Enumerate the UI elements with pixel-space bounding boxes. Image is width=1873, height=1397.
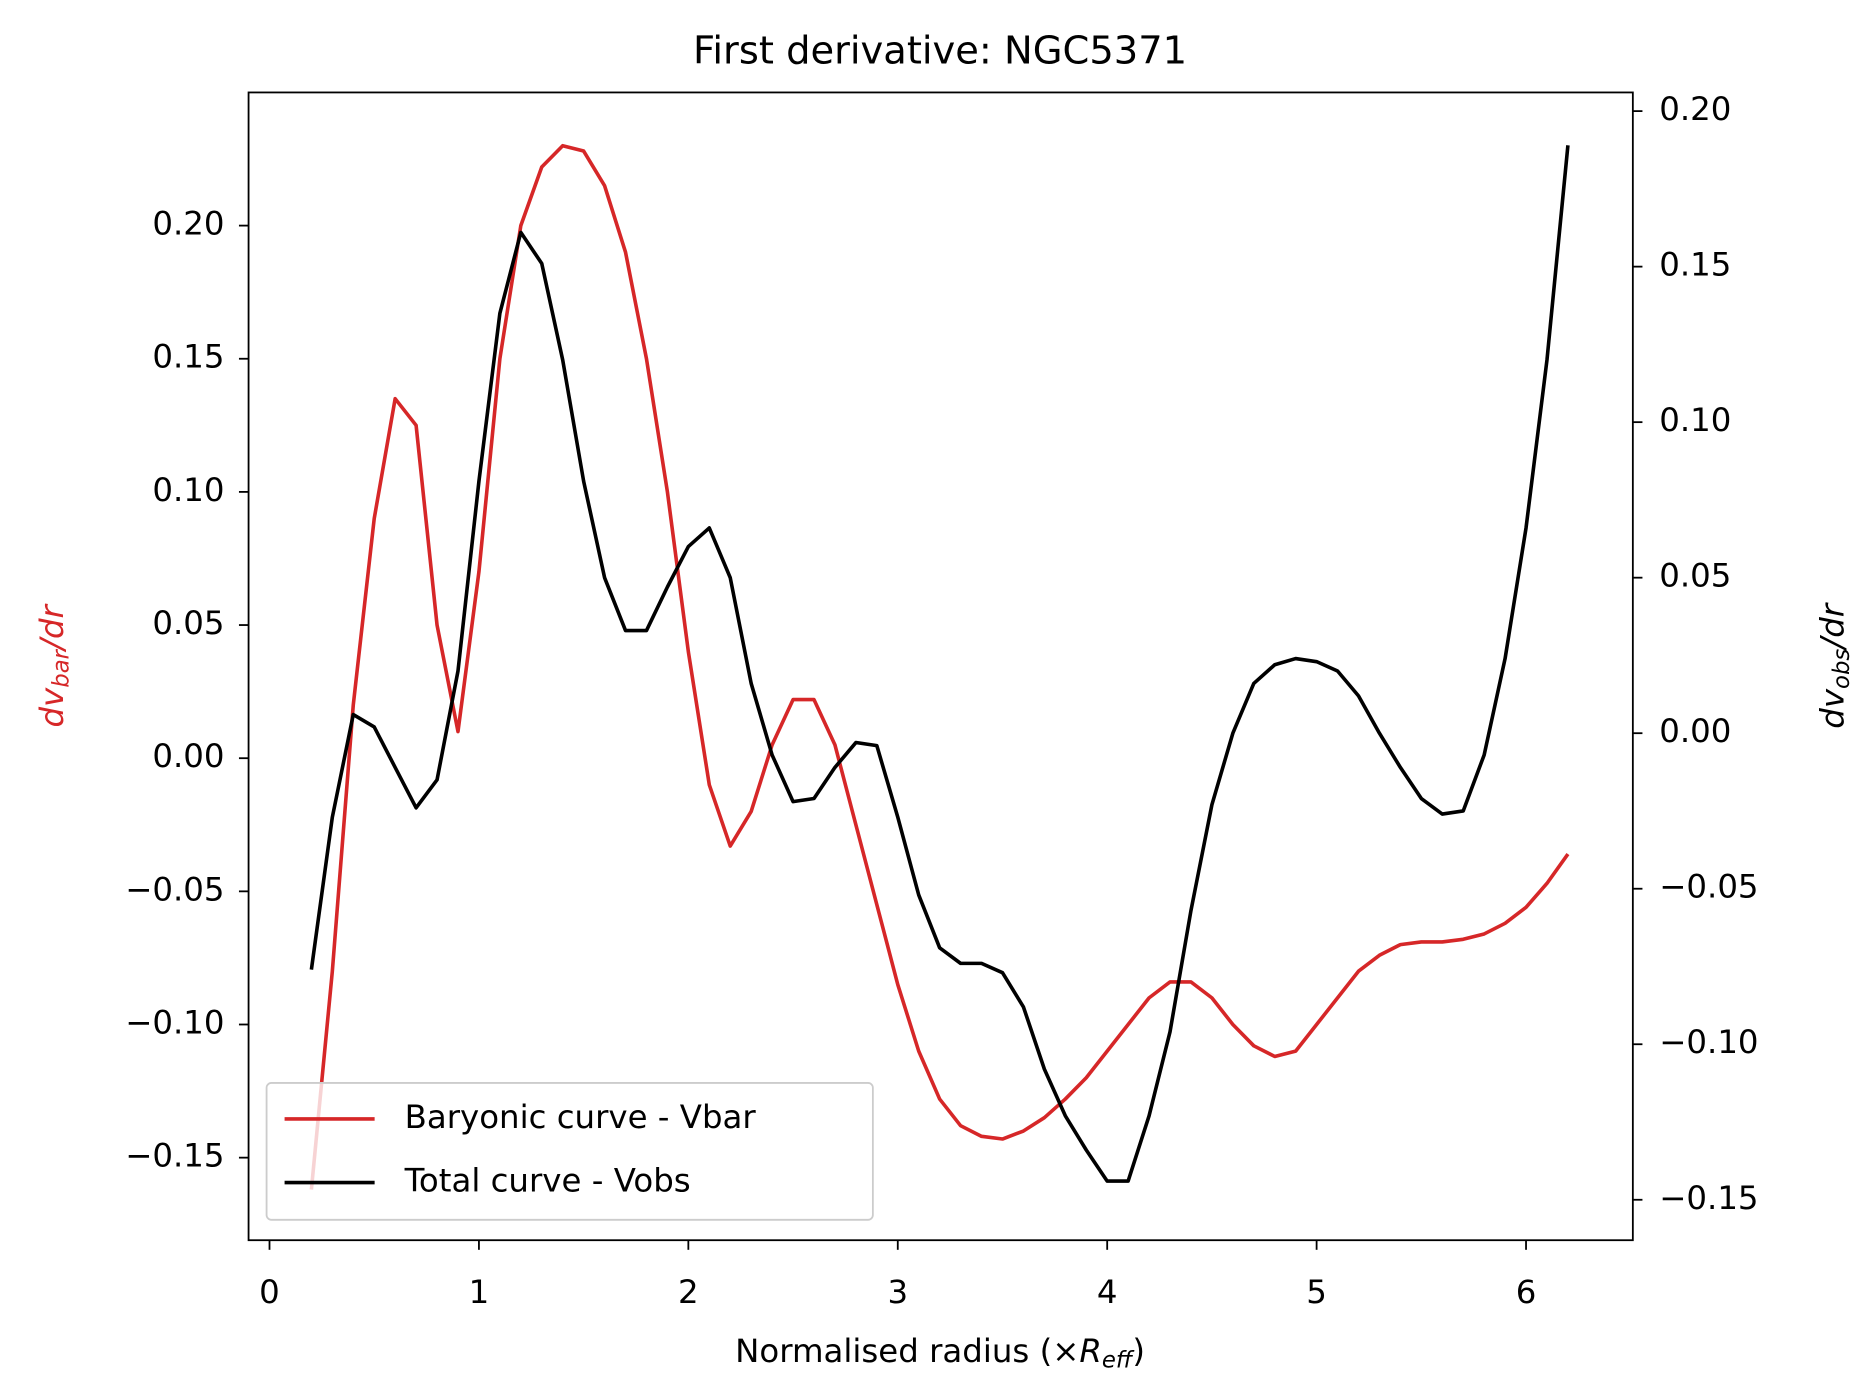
- y2-tick-label: −0.05: [1659, 868, 1758, 906]
- y2-tick-label: −0.10: [1659, 1023, 1758, 1061]
- x-tick-label: 6: [1516, 1273, 1537, 1311]
- y-tick-label: 0.05: [152, 604, 224, 642]
- data-line: [309, 145, 1570, 1183]
- x-label-text: Normalised radius (×: [735, 1332, 1079, 1370]
- y2-tick-label: 0.10: [1659, 401, 1731, 439]
- y-tick-label: −0.15: [125, 1137, 224, 1175]
- legend: Baryonic curve - Vbar Total curve - Vobs: [265, 1082, 874, 1221]
- y2-label-italic: dv: [1814, 688, 1852, 729]
- legend-label: Total curve - Vobs: [404, 1162, 691, 1200]
- y2-tick-label: 0.00: [1659, 712, 1731, 750]
- y2-tick-label: 0.05: [1659, 557, 1731, 595]
- y-tick-label: 0.15: [152, 338, 224, 376]
- x-tick-label: 1: [469, 1273, 490, 1311]
- y2-label-sub: obs: [1828, 649, 1854, 689]
- data-line: [309, 143, 1570, 1190]
- y2-tick-label: −0.15: [1659, 1179, 1758, 1217]
- y-label-italic: dv: [33, 687, 71, 728]
- y-label-sub: bar: [48, 648, 74, 687]
- x-tick-label: 2: [678, 1273, 699, 1311]
- y-label-end: /dr: [33, 603, 71, 652]
- x-tick-label: 5: [1306, 1273, 1327, 1311]
- x-tick-label: 0: [259, 1273, 280, 1311]
- legend-label: Baryonic curve - Vbar: [405, 1098, 757, 1136]
- x-tick-label: 4: [1097, 1273, 1118, 1311]
- y2-axis-label: dvobs/dr: [1814, 602, 1855, 729]
- legend-box: [265, 1082, 874, 1221]
- y-tick-label: 0.20: [152, 205, 224, 243]
- x-label-italic: R: [1079, 1332, 1102, 1370]
- y-axis-label: dvbar/dr: [33, 603, 74, 727]
- y-tick-label: 0.00: [152, 737, 224, 775]
- y-tick-label: −0.05: [125, 870, 224, 908]
- x-tick-label: 3: [887, 1273, 908, 1311]
- x-label-sub: eff: [1102, 1347, 1135, 1373]
- y-tick-label: −0.10: [125, 1003, 224, 1041]
- x-axis-label: Normalised radius (×Reff): [735, 1332, 1145, 1373]
- y-tick-label: 0.10: [152, 471, 224, 509]
- plot-frame: [247, 91, 1634, 1242]
- y2-label-end: /dr: [1814, 602, 1852, 651]
- x-label-end: ): [1132, 1332, 1145, 1370]
- y2-tick-label: 0.15: [1659, 246, 1731, 284]
- y2-tick-label: 0.20: [1659, 90, 1731, 128]
- chart-title: First derivative: NGC5371: [693, 28, 1187, 73]
